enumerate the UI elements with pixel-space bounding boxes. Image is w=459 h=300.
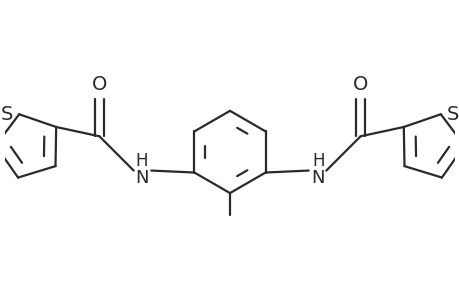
Text: O: O — [352, 75, 368, 94]
Text: S: S — [445, 105, 458, 124]
Text: N: N — [311, 169, 325, 188]
Text: O: O — [91, 75, 107, 94]
Text: S: S — [1, 105, 14, 124]
Text: H: H — [312, 152, 324, 170]
Text: N: N — [134, 169, 148, 188]
Text: H: H — [135, 152, 147, 170]
